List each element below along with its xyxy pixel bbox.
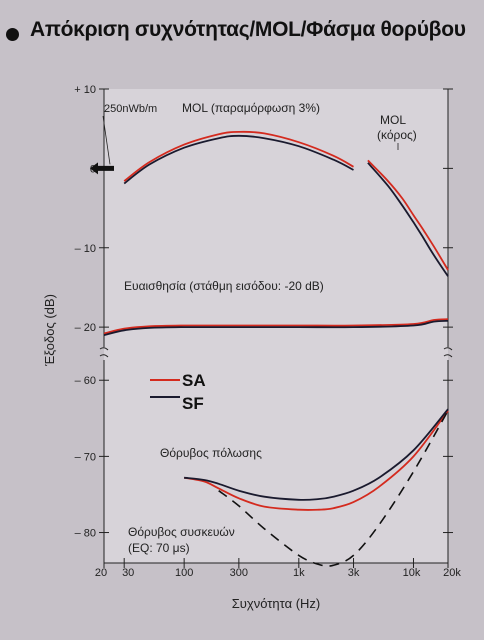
y-tick-label: + 10 xyxy=(74,84,96,96)
y-tick-label: – 20 xyxy=(75,322,96,334)
annotation-sensitivity: Ευαισθησία (στάθμη εισόδου: -20 dB) xyxy=(124,279,324,293)
x-tick-label: 10k xyxy=(403,567,421,579)
y-tick-label: – 10 xyxy=(75,243,96,255)
annotation-device-noise-line1: Θόρυβος συσκευών xyxy=(128,525,235,539)
series-line-sa-2 xyxy=(367,159,449,271)
series-line-device-noise-8 xyxy=(218,410,449,567)
x-tick-label: 100 xyxy=(175,567,193,579)
series-line-sf-7 xyxy=(183,408,449,501)
annotation-mol-saturation-line1: MOL xyxy=(380,113,406,127)
y-tick-label: – 60 xyxy=(75,375,96,387)
x-tick-label: 20 xyxy=(95,567,107,579)
series-line-sf-3 xyxy=(367,162,449,277)
x-tick-label: 300 xyxy=(230,567,248,579)
legend: SA SF xyxy=(150,371,206,413)
series-layer xyxy=(103,130,449,567)
x-tick-label: 3k xyxy=(348,567,360,579)
annotation-bias-noise: Θόρυβος πόλωσης xyxy=(160,446,262,460)
ref-level-leader xyxy=(102,115,111,165)
x-tick-label: 30 xyxy=(122,567,134,579)
right-axis-break-mark xyxy=(443,347,453,358)
legend-label-sa: SA xyxy=(182,371,206,390)
y-tick-label: – 80 xyxy=(75,528,96,540)
legend-label-sf: SF xyxy=(182,394,204,413)
left-axis-break-mark xyxy=(99,347,109,358)
x-tick-label: 1k xyxy=(293,567,305,579)
bullet-icon xyxy=(6,28,19,41)
series-line-sf-1 xyxy=(123,134,354,185)
y-axis-label: Έξοδος (dB) xyxy=(42,294,57,367)
annotation-mol-saturation-line2: (κόρος) xyxy=(377,128,417,142)
annotation-mol-distortion: MOL (παραμόρφωση 3%) xyxy=(182,101,320,115)
series-line-sa-0 xyxy=(123,130,354,182)
x-axis-label: Συχνότητα (Hz) xyxy=(232,596,321,611)
axes: + 100– 10– 20– 60– 70– 8020301003001k3k1… xyxy=(74,84,461,579)
series-line-sf-5 xyxy=(103,319,449,336)
labels-layer: 250nWb/m MOL (παραμόρφωση 3%) MOL (κόρος… xyxy=(42,101,417,611)
x-tick-label: 20k xyxy=(443,567,461,579)
series-line-sa-6 xyxy=(183,410,449,511)
y-tick-label: – 70 xyxy=(75,451,96,463)
annotation-ref-level: 250nWb/m xyxy=(104,103,157,115)
series-line-sa-4 xyxy=(103,318,449,335)
chart-title: Απόκριση συχνότητας/MOL/Φάσμα θορύβου xyxy=(30,18,466,41)
ref-level-arrow xyxy=(90,162,114,175)
chart-title-bar: Απόκριση συχνότητας/MOL/Φάσμα θορύβου xyxy=(0,18,484,66)
annotation-device-noise-line2: (EQ: 70 μs) xyxy=(128,541,190,555)
